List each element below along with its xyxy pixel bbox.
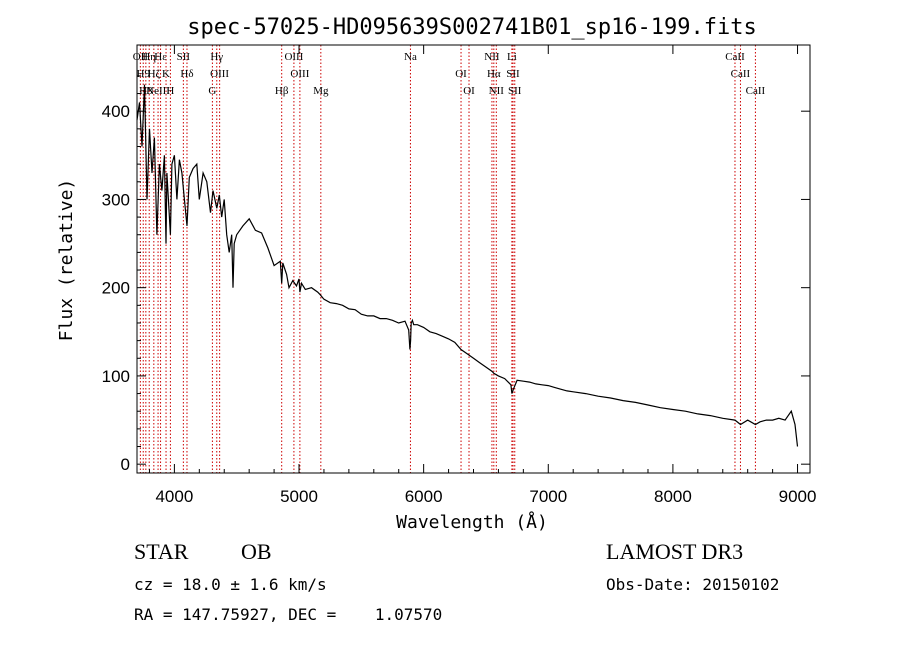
line-marker-label: Mg xyxy=(313,85,329,97)
line-marker-label: Hγ xyxy=(210,51,223,63)
y-tick-label: 200 xyxy=(102,279,130,298)
plot-frame xyxy=(136,44,811,474)
line-marker-label: Hζ xyxy=(148,68,161,80)
x-tick-label: 9000 xyxy=(779,487,817,506)
line-marker-label: Na xyxy=(404,51,417,63)
line-marker-label: H8 xyxy=(139,85,153,97)
line-marker-label: Hδ xyxy=(180,68,193,80)
x-tick-label: 4000 xyxy=(155,487,193,506)
x-tick-label: 7000 xyxy=(529,487,567,506)
x-tick-label: 6000 xyxy=(405,487,443,506)
line-marker-label: CaII xyxy=(746,85,766,97)
line-marker-label: SII xyxy=(177,51,191,63)
y-tick-label: 300 xyxy=(102,190,130,209)
line-marker-label: OIII xyxy=(290,68,309,80)
x-axis-ticks: 4000 5000 6000 7000 8000 9000 xyxy=(148,45,817,506)
obs-date-text: Obs-Date: 20150102 xyxy=(606,575,779,594)
line-marker-label: G xyxy=(208,85,216,97)
x-axis-label: Wavelength (Å) xyxy=(396,511,548,533)
line-marker-label: Hη xyxy=(142,51,156,63)
subclass-label: OB xyxy=(241,539,272,564)
line-marker-label: OIII xyxy=(284,51,303,63)
line-marker-label: SII xyxy=(508,85,522,97)
line-marker-label: Hε xyxy=(154,51,167,63)
line-marker-label: CaII xyxy=(725,51,745,63)
line-marker-label: NII xyxy=(484,51,500,63)
x-tick-label: 8000 xyxy=(654,487,692,506)
line-marker-label: OI xyxy=(455,68,467,80)
y-tick-label: 400 xyxy=(102,102,130,121)
line-marker-label: H9 xyxy=(137,68,151,80)
y-axis-label: Flux (relative) xyxy=(56,179,77,342)
line-marker-label: SII xyxy=(506,68,520,80)
radec-text: RA = 147.75927, DEC = 1.07570 xyxy=(134,605,442,624)
survey-label: LAMOST DR3 xyxy=(606,539,743,564)
line-marker-label: CaII xyxy=(731,68,751,80)
y-tick-label: 0 xyxy=(121,455,130,474)
line-marker-labels: OIIH9H8HηHζNeIIIHεKHSIIHδGHγOIIIHβOIIIOI… xyxy=(133,51,766,97)
line-marker-label: Hα xyxy=(487,68,501,80)
x-tick-label: 5000 xyxy=(280,487,318,506)
line-marker-label: NII xyxy=(489,85,505,97)
chart-title: spec-57025-HD095639S002741B01_sp16-199.f… xyxy=(187,15,757,40)
y-tick-label: 100 xyxy=(102,367,130,386)
class-label: STAR xyxy=(134,539,189,564)
line-marker-label: K xyxy=(162,68,170,80)
line-marker-label: OI xyxy=(463,85,475,97)
cz-text: cz = 18.0 ± 1.6 km/s xyxy=(134,575,327,594)
line-marker-label: Hβ xyxy=(275,85,289,97)
line-marker-label: H xyxy=(166,85,174,97)
spectrum-series-line xyxy=(136,84,799,447)
y-axis-ticks: 0 100 200 300 400 xyxy=(102,75,810,474)
line-markers xyxy=(139,45,756,473)
line-marker-label: NeIII xyxy=(146,85,170,97)
line-marker-label: Li xyxy=(507,51,517,63)
line-marker-label: OIII xyxy=(210,68,229,80)
